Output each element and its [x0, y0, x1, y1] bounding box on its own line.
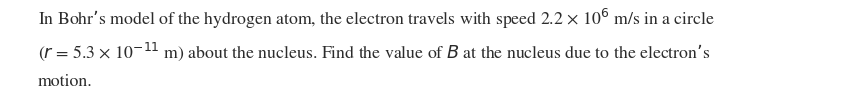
- Text: motion.: motion.: [38, 74, 93, 90]
- Text: ($r$ = 5.3 × 10$^{-11}$ m) about the nucleus. Find the value of $B$ at the nucle: ($r$ = 5.3 × 10$^{-11}$ m) about the nuc…: [38, 41, 711, 63]
- Text: In Bohr’s model of the hydrogen atom, the electron travels with speed 2.2 × 10$^: In Bohr’s model of the hydrogen atom, th…: [38, 7, 716, 31]
